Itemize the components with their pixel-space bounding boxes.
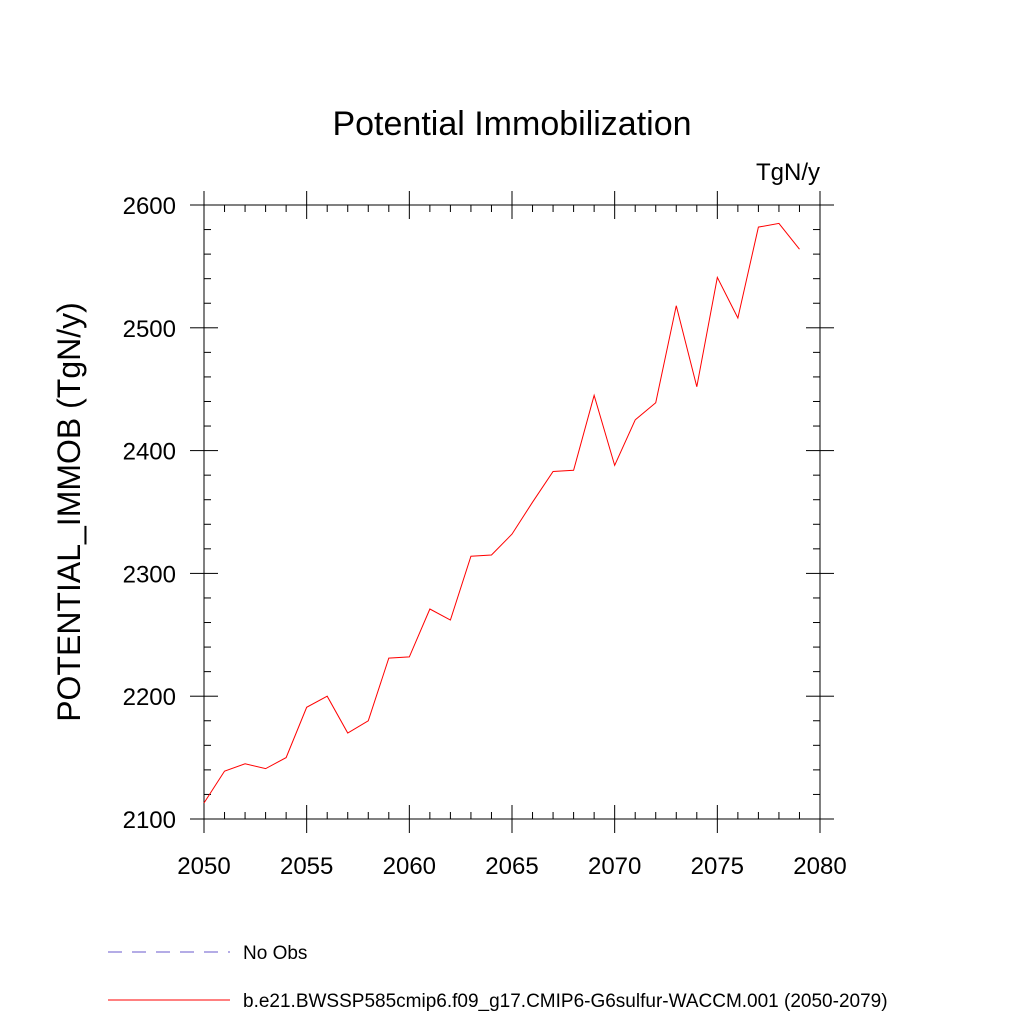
x-tick-label: 2060 <box>383 853 436 880</box>
x-axis: 2050 2055 2060 2065 2070 2075 2080 <box>177 191 847 880</box>
x-tick-label: 2065 <box>485 853 538 880</box>
x-tick-label: 2070 <box>588 853 641 880</box>
y-tick-label: 2600 <box>123 193 176 220</box>
y-axis-label: POTENTIAL_IMMOB (TgN/y) <box>51 302 87 722</box>
y-tick-label: 2100 <box>123 807 176 834</box>
y-axis: 2100 2200 2300 2400 2500 2600 <box>123 193 834 834</box>
series-line <box>203 222 800 804</box>
legend: No Obs b.e21.BWSSP585cmip6.f09_g17.CMIP6-… <box>108 943 888 1012</box>
series-layer <box>203 222 800 804</box>
y-tick-label: 2200 <box>123 684 176 711</box>
units-label: TgN/y <box>756 159 820 186</box>
y-tick-label: 2300 <box>123 561 176 588</box>
x-tick-label: 2050 <box>177 853 230 880</box>
legend-label: No Obs <box>243 943 307 964</box>
y-tick-label: 2500 <box>123 316 176 343</box>
x-tick-label: 2055 <box>280 853 333 880</box>
legend-label: b.e21.BWSSP585cmip6.f09_g17.CMIP6-G6sulf… <box>243 991 888 1012</box>
x-tick-label: 2075 <box>691 853 744 880</box>
chart-title: Potential Immobilization <box>332 105 691 143</box>
y-tick-label: 2400 <box>123 439 176 466</box>
x-tick-label: 2080 <box>793 853 846 880</box>
